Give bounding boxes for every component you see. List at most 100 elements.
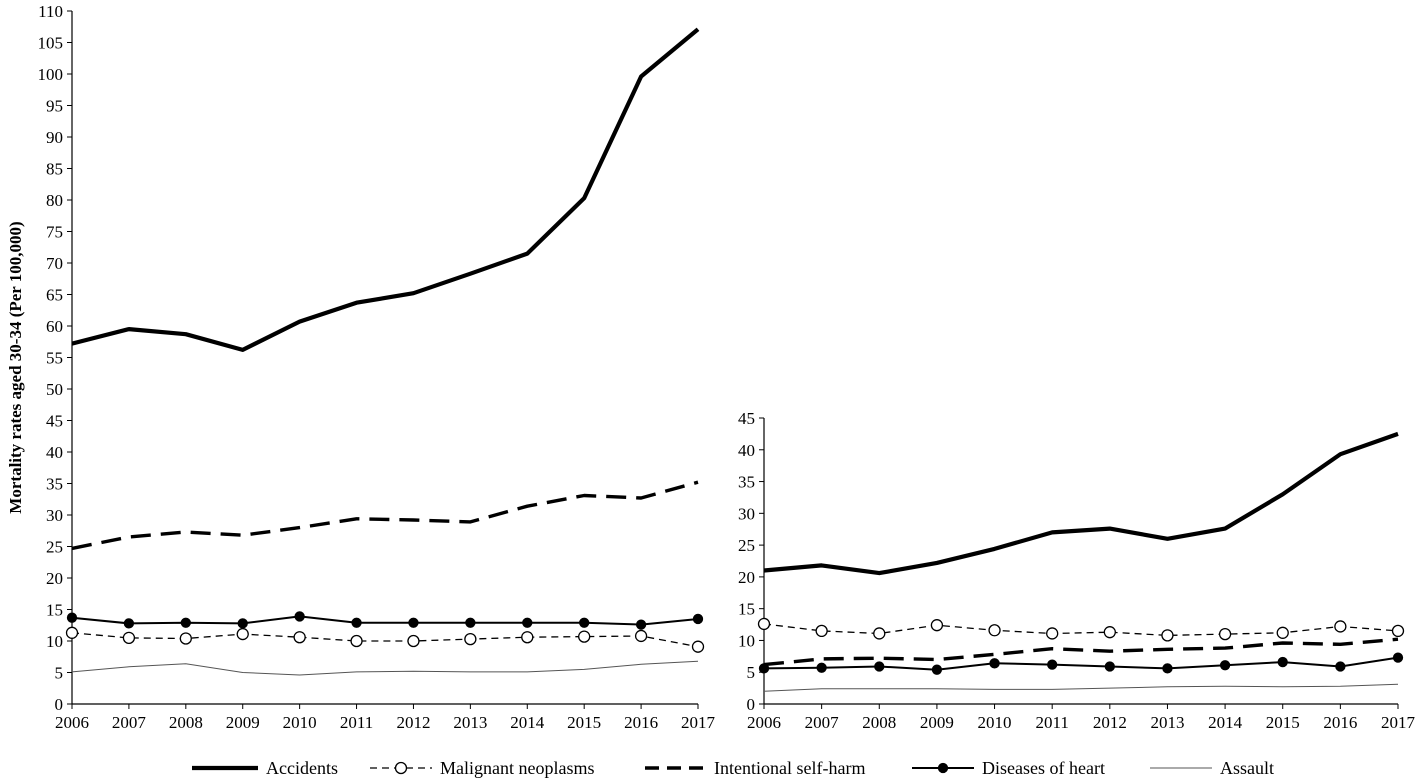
data-point-malignant-neoplasms: [1103, 626, 1116, 639]
data-point-diseases-of-heart: [408, 617, 419, 628]
data-point-malignant-neoplasms: [815, 624, 828, 638]
x-tick-label: 2014: [510, 713, 545, 732]
y-tick-label: 25: [738, 536, 755, 555]
legend-label-assault: Assault: [1220, 758, 1274, 778]
legend: Accidents Malignant neoplasms Intentional …: [192, 758, 1274, 778]
x-tick-label: 2017: [1381, 713, 1416, 732]
x-tick-label: 2006: [747, 713, 781, 732]
data-point-malignant-neoplasms: [930, 619, 944, 632]
series-line-diseases-of-heart: [71, 615, 699, 626]
series-line-accidents: [71, 27, 700, 352]
data-point-diseases-of-heart: [816, 662, 827, 673]
data-point-malignant-neoplasms: [122, 631, 136, 644]
y-tick-label: 0: [747, 695, 756, 714]
x-tick-label: 2007: [112, 713, 147, 732]
data-point-malignant-neoplasms: [1218, 627, 1232, 641]
data-point-diseases-of-heart: [1162, 663, 1173, 674]
x-tick-label: 2016: [1323, 713, 1357, 732]
y-tick-label: 10: [738, 631, 755, 650]
legend-label-diseases-of-heart: Diseases of heart: [982, 758, 1105, 778]
data-point-diseases-of-heart: [294, 611, 305, 622]
x-tick-label: 2011: [340, 713, 373, 732]
data-point-malignant-neoplasms: [464, 632, 477, 646]
y-tick-label: 80: [46, 191, 63, 210]
y-axis-label: Mortality rates aged 30-34 (Per 100,000): [6, 221, 25, 513]
y-tick-label: 40: [738, 441, 755, 460]
y-tick-label: 15: [738, 600, 755, 619]
x-tick-label: 2010: [978, 713, 1012, 732]
data-point-diseases-of-heart: [180, 617, 191, 628]
data-point-malignant-neoplasms: [634, 629, 648, 643]
data-point-diseases-of-heart: [1104, 661, 1115, 672]
series-line-intentional-self-harm: [763, 637, 1399, 667]
y-tick-label: 100: [38, 65, 64, 84]
x-tick-label: 2015: [1266, 713, 1300, 732]
series-line-assault: [71, 660, 699, 676]
data-point-malignant-neoplasms: [988, 624, 1001, 637]
y-tick-label: 35: [46, 475, 63, 494]
x-tick-label: 2016: [624, 713, 658, 732]
y-tick-label: 15: [46, 601, 63, 620]
y-tick-label: 30: [46, 506, 63, 525]
data-point-malignant-neoplasms: [521, 631, 534, 644]
series-line-intentional-self-harm: [71, 480, 699, 551]
x-tick-label: 2012: [1093, 713, 1127, 732]
data-point-malignant-neoplasms: [65, 626, 79, 639]
data-point-malignant-neoplasms: [1334, 620, 1347, 633]
data-point-malignant-neoplasms: [236, 627, 249, 641]
legend-marker-diseases-of-heart: [937, 762, 949, 774]
data-point-diseases-of-heart: [237, 618, 248, 629]
y-tick-label: 90: [46, 128, 63, 147]
y-tick-label: 75: [46, 223, 63, 242]
x-tick-label: 2015: [567, 713, 601, 732]
x-tick-label: 2006: [55, 713, 89, 732]
x-tick-label: 2013: [453, 713, 487, 732]
y-tick-label: 70: [46, 254, 63, 273]
x-tick-label: 2013: [1150, 713, 1184, 732]
series-line-diseases-of-heart: [763, 656, 1399, 671]
series-line-malignant-neoplasms: [763, 623, 1399, 637]
data-point-diseases-of-heart: [465, 617, 476, 628]
y-tick-label: 20: [738, 568, 755, 587]
x-tick-label: 2008: [862, 713, 896, 732]
data-point-diseases-of-heart: [123, 618, 135, 629]
data-point-malignant-neoplasms: [1276, 626, 1289, 639]
series-line-assault: [763, 683, 1399, 692]
x-tick-label: 2009: [920, 713, 954, 732]
y-tick-label: 20: [46, 569, 63, 588]
data-point-malignant-neoplasms: [350, 634, 363, 648]
y-tick-label: 5: [747, 663, 756, 682]
x-tick-label: 2010: [283, 713, 317, 732]
data-point-diseases-of-heart: [931, 664, 943, 675]
data-point-diseases-of-heart: [874, 661, 885, 672]
data-point-malignant-neoplasms: [1046, 627, 1059, 640]
data-point-diseases-of-heart: [1219, 660, 1231, 671]
x-tick-label: 2012: [396, 713, 430, 732]
y-tick-label: 105: [38, 34, 64, 53]
series-line-malignant-neoplasms: [71, 632, 699, 648]
data-point-malignant-neoplasms: [873, 627, 886, 640]
legend-label-accidents: Accidents: [266, 758, 338, 778]
data-point-malignant-neoplasms: [1161, 629, 1174, 642]
x-tick-label: 2011: [1035, 713, 1068, 732]
data-point-diseases-of-heart: [522, 617, 533, 628]
data-point-diseases-of-heart: [351, 617, 362, 628]
y-tick-label: 45: [46, 412, 63, 431]
series-line-accidents: [763, 431, 1399, 576]
data-point-malignant-neoplasms: [407, 634, 420, 648]
data-point-diseases-of-heart: [1047, 659, 1058, 670]
data-point-diseases-of-heart: [692, 613, 704, 625]
data-point-diseases-of-heart: [635, 619, 647, 630]
legend-marker-malignant-neoplasms: [394, 761, 408, 775]
legend-label-intentional-self-harm: Intentional self-harm: [714, 758, 865, 778]
y-tick-label: 65: [46, 286, 63, 305]
y-tick-label: 35: [738, 473, 755, 492]
data-point-diseases-of-heart: [66, 612, 78, 623]
data-point-diseases-of-heart: [1335, 661, 1346, 672]
y-tick-label: 10: [46, 632, 63, 651]
y-tick-label: 40: [46, 443, 63, 462]
y-tick-label: 50: [46, 380, 63, 399]
data-point-diseases-of-heart: [989, 658, 1000, 669]
data-point-malignant-neoplasms: [691, 640, 705, 653]
